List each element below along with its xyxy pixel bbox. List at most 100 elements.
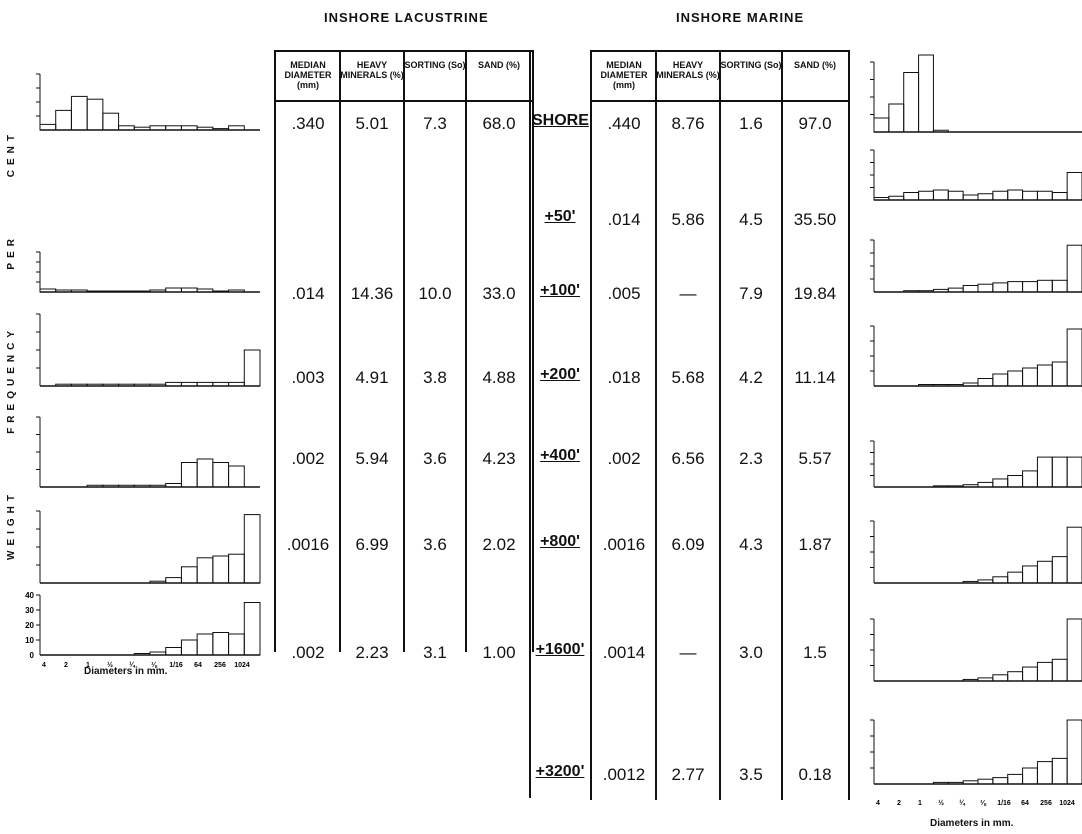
lacustrine-cell: 2.02 [482, 535, 516, 554]
histogram-bar [196, 458, 214, 488]
histogram-bar [1036, 279, 1053, 293]
histogram-bar [243, 602, 261, 656]
marine-cell: 5.57 [798, 449, 832, 468]
histogram-bar [196, 557, 214, 584]
histogram-bar [1007, 189, 1024, 201]
lacustrine-col-divider [465, 52, 467, 652]
histogram-bar [962, 780, 979, 785]
marine-cell: .0016 [602, 535, 646, 554]
histogram-bar [149, 289, 167, 293]
lacustrine-table: MEDIAN DIAMETER (mm) HEAVY MINERALS (%) SO… [274, 50, 534, 662]
marine-histogram [870, 440, 1082, 488]
marine-cell: 8.76 [671, 114, 705, 133]
marine-col-header-0: MEDIAN DIAMETER (mm) [600, 60, 648, 90]
histogram-bar [196, 633, 214, 656]
histogram-bar [228, 289, 245, 293]
histogram-bar [243, 514, 261, 584]
level-label: +50' [544, 208, 576, 225]
histogram-bar [992, 777, 1009, 785]
marine-cell: .440 [607, 114, 641, 133]
histogram-bar [212, 290, 230, 293]
x-tick-label: 4 [876, 800, 880, 807]
lacustrine-col-divider [403, 52, 405, 652]
histogram-bar [1007, 281, 1024, 293]
histogram-bar [196, 288, 214, 293]
level-label: +800' [540, 533, 580, 550]
histogram-bar [932, 129, 949, 133]
marine-cell: .014 [607, 210, 641, 229]
marine-cell: .018 [607, 368, 641, 387]
histogram-bar [133, 126, 151, 131]
lacustrine-cell: 5.01 [355, 114, 389, 133]
marine-cell: 1.5 [803, 643, 827, 662]
marine-cell: 7.9 [739, 284, 763, 303]
histogram-bar [1051, 556, 1068, 584]
lacustrine-cell: .003 [291, 368, 325, 387]
marine-cell: 19.84 [793, 284, 837, 303]
marine-histogram [870, 239, 1082, 293]
lacustrine-col-header-0: MEDIAN DIAMETER (mm) [284, 60, 332, 90]
x-tick-label: 1/16 [997, 800, 1011, 807]
histogram-bar [903, 192, 920, 201]
marine-cell: 2.77 [671, 765, 705, 784]
marine-col-header-2: SORTING (So) [720, 60, 782, 70]
histogram-bar [55, 289, 72, 293]
histogram-bar [133, 290, 151, 293]
histogram-bar [102, 383, 120, 387]
marine-histograms: 4 2 1 ½ ¼ ⅛ 1/16 64 256 1024 [870, 54, 1082, 807]
marine-cell: 3.5 [739, 765, 763, 784]
marine-cell: 11.14 [794, 368, 836, 387]
lacustrine-cell: .340 [291, 114, 325, 133]
histogram-bar [228, 633, 245, 656]
marine-cell: 3.0 [739, 643, 763, 662]
histogram-bar [1036, 560, 1053, 584]
histogram-bar [1066, 719, 1082, 785]
marine-col-divider [655, 52, 657, 800]
lacustrine-histogram [36, 251, 260, 293]
x-tick-label: ⅛ [980, 800, 987, 807]
lacustrine-cell: 3.8 [423, 368, 447, 387]
marine-cell: 6.56 [671, 449, 705, 468]
histogram-bar [102, 484, 120, 488]
lacustrine-cell: .0016 [286, 535, 330, 554]
lacustrine-col-divider [339, 52, 341, 652]
lacustrine-cell: 4.23 [482, 449, 516, 468]
histogram-bar [1051, 456, 1068, 488]
lacustrine-cell: 68.0 [482, 114, 516, 133]
marine-cell: 4.2 [739, 368, 763, 387]
histogram-bar [1066, 172, 1082, 201]
histogram-bar [86, 98, 104, 131]
histogram-bar [86, 383, 104, 387]
marine-col-divider [781, 52, 783, 800]
histogram-bar [977, 193, 994, 201]
x-tick-label: 64 [194, 662, 202, 669]
x-tick-label: 256 [214, 662, 226, 669]
marine-histogram [870, 520, 1082, 584]
histogram-bar [977, 579, 994, 584]
histogram-bar [1051, 658, 1068, 682]
histogram-bar [932, 288, 949, 293]
histogram-bar [70, 383, 88, 387]
lacustrine-cell: 14.36 [350, 284, 394, 303]
lacustrine-col-header-2: SORTING (So) [404, 60, 466, 70]
y-tick-label: 30 [25, 606, 34, 615]
lacustrine-cell: 33.0 [482, 284, 516, 303]
histogram-bar [1036, 190, 1053, 201]
histogram-bar [86, 290, 104, 293]
marine-header: INSHORE MARINE [676, 10, 805, 25]
histogram-bar [1051, 757, 1068, 785]
histogram-bar [992, 282, 1009, 293]
x-tick-label: ⅛ [151, 662, 158, 669]
histogram-bar [212, 462, 230, 488]
marine-cell: .0012 [602, 765, 646, 784]
level-label: +100' [540, 282, 580, 299]
marine-cell: .002 [607, 449, 641, 468]
x-tick-label: 1 [86, 662, 90, 669]
histogram-bar [243, 349, 261, 387]
histogram-bar [149, 651, 167, 656]
histogram-bar [918, 190, 934, 201]
histogram-bar [180, 462, 198, 488]
histogram-bar [992, 373, 1009, 387]
lacustrine-cell: 4.91 [355, 368, 389, 387]
marine-cell: 0.18 [798, 765, 832, 784]
